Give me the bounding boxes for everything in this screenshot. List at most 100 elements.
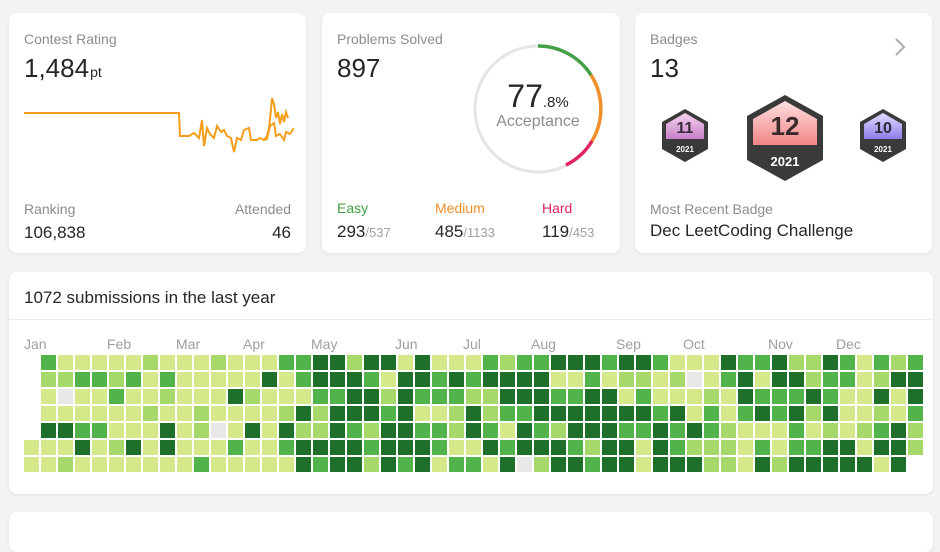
heatmap-cell[interactable] (466, 423, 481, 438)
heatmap-cell[interactable] (330, 389, 345, 404)
heatmap-cell[interactable] (738, 457, 753, 472)
heatmap-cell[interactable] (806, 389, 821, 404)
heatmap-cell[interactable] (551, 457, 566, 472)
heatmap-cell[interactable] (738, 355, 753, 370)
heatmap-cell[interactable] (670, 423, 685, 438)
heatmap-cell[interactable] (500, 440, 515, 455)
heatmap-cell[interactable] (857, 355, 872, 370)
heatmap-cell[interactable] (466, 457, 481, 472)
heatmap-cell[interactable] (432, 423, 447, 438)
heatmap-cell[interactable] (466, 355, 481, 370)
heatmap-cell[interactable] (211, 457, 226, 472)
heatmap-cell[interactable] (772, 372, 787, 387)
heatmap-cell[interactable] (211, 406, 226, 421)
heatmap-cell[interactable] (483, 457, 498, 472)
heatmap-cell[interactable] (126, 406, 141, 421)
heatmap-cell[interactable] (228, 372, 243, 387)
heatmap-cell[interactable] (41, 440, 56, 455)
heatmap-cell[interactable] (534, 423, 549, 438)
heatmap-cell[interactable] (143, 406, 158, 421)
heatmap-cell[interactable] (432, 355, 447, 370)
heatmap-cell[interactable] (755, 372, 770, 387)
heatmap-cell[interactable] (177, 406, 192, 421)
heatmap-cell[interactable] (160, 440, 175, 455)
heatmap-cell[interactable] (568, 389, 583, 404)
heatmap-cell[interactable] (687, 406, 702, 421)
heatmap-cell[interactable] (755, 457, 770, 472)
heatmap-cell[interactable] (194, 423, 209, 438)
heatmap-cell[interactable] (415, 423, 430, 438)
heatmap-cell[interactable] (806, 423, 821, 438)
heatmap-cell[interactable] (551, 440, 566, 455)
heatmap-cell[interactable] (687, 423, 702, 438)
heatmap-cell[interactable] (636, 389, 651, 404)
heatmap-cell[interactable] (75, 423, 90, 438)
heatmap-cell[interactable] (653, 423, 668, 438)
heatmap-cell[interactable] (245, 389, 260, 404)
heatmap-cell[interactable] (211, 355, 226, 370)
heatmap-cell[interactable] (330, 440, 345, 455)
heatmap-cell[interactable] (313, 457, 328, 472)
heatmap-cell[interactable] (262, 457, 277, 472)
heatmap-cell[interactable] (211, 372, 226, 387)
heatmap-cell[interactable] (398, 406, 413, 421)
heatmap-cell[interactable] (75, 440, 90, 455)
heatmap-cell[interactable] (347, 406, 362, 421)
heatmap-cell[interactable] (92, 389, 107, 404)
heatmap-cell[interactable] (602, 440, 617, 455)
heatmap-cell[interactable] (789, 372, 804, 387)
heatmap-cell[interactable] (364, 423, 379, 438)
heatmap-cell[interactable] (415, 372, 430, 387)
heatmap-cell[interactable] (279, 355, 294, 370)
badge-10[interactable]: 10 2021 (860, 109, 906, 162)
heatmap-cell[interactable] (772, 440, 787, 455)
heatmap-cell[interactable] (177, 440, 192, 455)
heatmap-cell[interactable] (534, 355, 549, 370)
heatmap-cell[interactable] (92, 457, 107, 472)
heatmap-cell[interactable] (551, 406, 566, 421)
heatmap-cell[interactable] (517, 423, 532, 438)
heatmap-cell[interactable] (857, 457, 872, 472)
heatmap-cell[interactable] (398, 372, 413, 387)
heatmap-cell[interactable] (177, 355, 192, 370)
heatmap-cell[interactable] (874, 355, 889, 370)
heatmap-cell[interactable] (500, 389, 515, 404)
heatmap-cell[interactable] (687, 457, 702, 472)
heatmap-cell[interactable] (432, 372, 447, 387)
heatmap-cell[interactable] (313, 423, 328, 438)
heatmap-cell[interactable] (755, 355, 770, 370)
heatmap-cell[interactable] (721, 355, 736, 370)
heatmap-cell[interactable] (330, 457, 345, 472)
heatmap-cell[interactable] (874, 440, 889, 455)
heatmap-cell[interactable] (75, 389, 90, 404)
heatmap-cell[interactable] (500, 457, 515, 472)
heatmap-cell[interactable] (636, 355, 651, 370)
heatmap-cell[interactable] (109, 389, 124, 404)
heatmap-cell[interactable] (432, 457, 447, 472)
heatmap-cell[interactable] (194, 372, 209, 387)
heatmap-cell[interactable] (160, 372, 175, 387)
heatmap-cell[interactable] (721, 440, 736, 455)
heatmap-cell[interactable] (483, 406, 498, 421)
heatmap-cell[interactable] (75, 372, 90, 387)
heatmap-cell[interactable] (432, 406, 447, 421)
heatmap-cell[interactable] (857, 440, 872, 455)
heatmap-cell[interactable] (840, 372, 855, 387)
heatmap-cell[interactable] (585, 355, 600, 370)
heatmap-cell[interactable] (721, 457, 736, 472)
heatmap-cell[interactable] (619, 440, 634, 455)
heatmap-cell[interactable] (636, 457, 651, 472)
heatmap-cell[interactable] (92, 406, 107, 421)
heatmap-cell[interactable] (857, 372, 872, 387)
heatmap-cell[interactable] (789, 457, 804, 472)
heatmap-cell[interactable] (296, 406, 311, 421)
heatmap-cell[interactable] (738, 406, 753, 421)
heatmap-cell[interactable] (228, 355, 243, 370)
heatmap-cell[interactable] (755, 389, 770, 404)
heatmap-cell[interactable] (772, 423, 787, 438)
heatmap-cell[interactable] (823, 406, 838, 421)
heatmap-cell[interactable] (568, 423, 583, 438)
heatmap-cell[interactable] (194, 406, 209, 421)
heatmap-cell[interactable] (874, 457, 889, 472)
heatmap-cell[interactable] (41, 457, 56, 472)
